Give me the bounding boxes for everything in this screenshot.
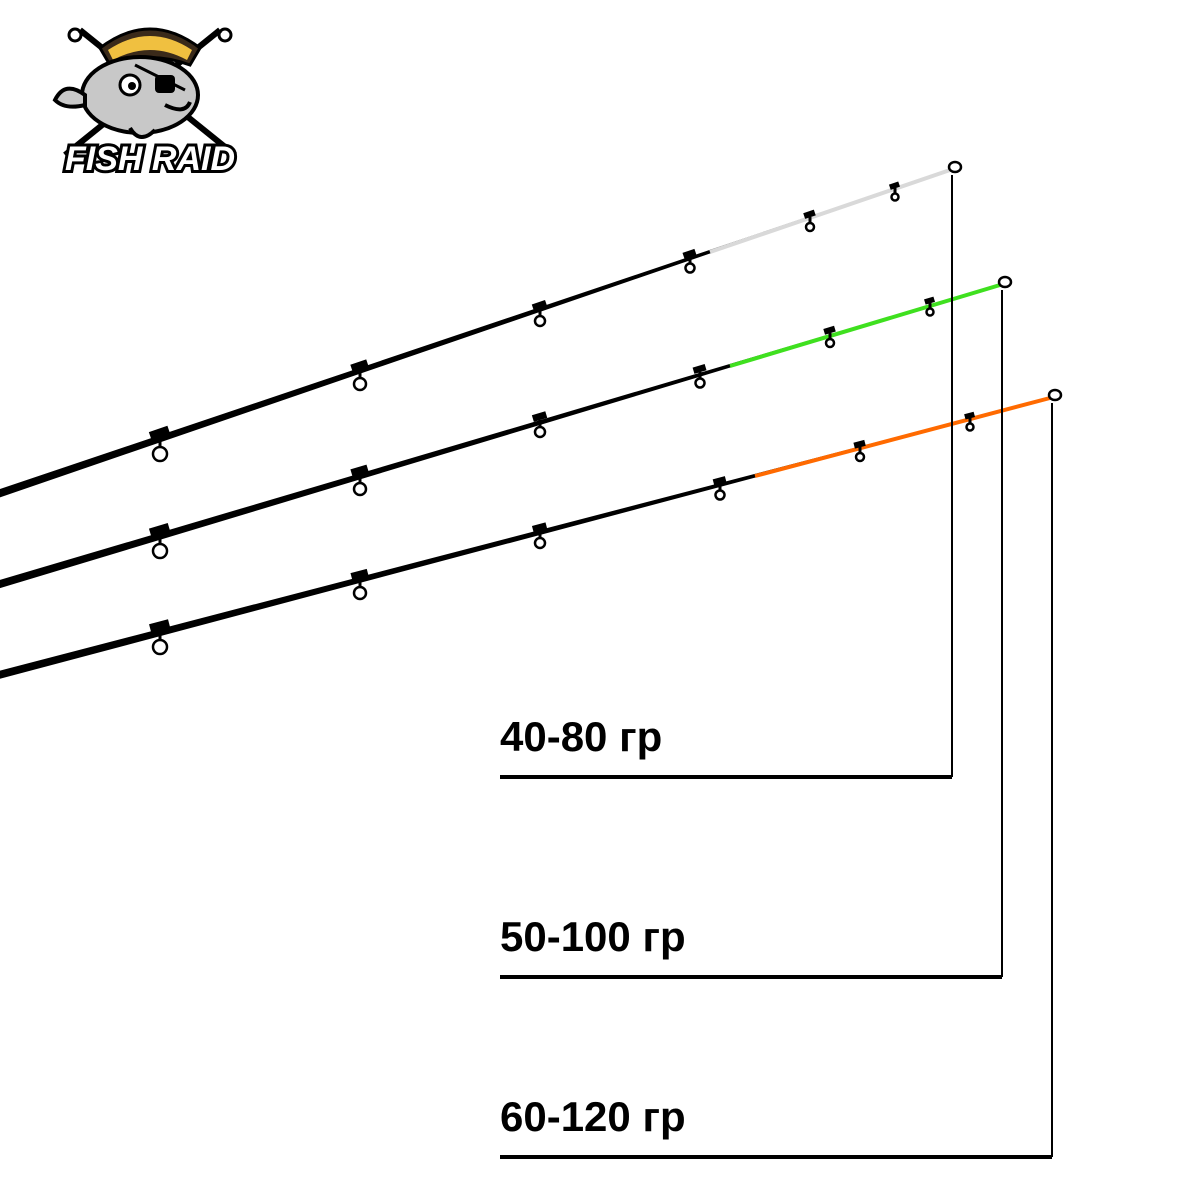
rod-2-guide-2 xyxy=(535,538,545,548)
rod-0-guide-5 xyxy=(892,194,899,201)
rod-2-tip-eyelet xyxy=(1049,390,1061,400)
rod-1-tip xyxy=(730,285,1000,366)
rod-2-guide-4 xyxy=(856,453,864,461)
rod-1-guide-0 xyxy=(153,544,167,558)
rod-1-guide-2 xyxy=(535,427,545,437)
rod-0-guide-4 xyxy=(806,223,814,231)
rod-0-guide-0 xyxy=(153,447,167,461)
rod-2-guide-3 xyxy=(716,491,725,500)
rod-1-guide-3 xyxy=(696,379,705,388)
rod-2-guide-5 xyxy=(967,424,974,431)
weight-label-1: 50-100 гр xyxy=(500,913,686,961)
rod-0-guide-2 xyxy=(535,316,545,326)
rod-2-guide-1 xyxy=(354,587,366,599)
rod-2-guide-0 xyxy=(153,640,167,654)
weight-label-2: 60-120 гр xyxy=(500,1093,686,1141)
rod-1-tip-eyelet xyxy=(999,277,1011,287)
weight-label-0: 40-80 гр xyxy=(500,713,662,761)
rod-0-tip-eyelet xyxy=(949,162,961,172)
rod-2-tip xyxy=(755,398,1050,476)
rod-diagram xyxy=(0,0,1200,1200)
rod-0-guide-3 xyxy=(686,264,695,273)
rod-0-tip xyxy=(710,170,950,252)
rod-1-guide-1 xyxy=(354,483,366,495)
rod-1-guide-4 xyxy=(826,339,834,347)
rod-1-guide-5 xyxy=(927,309,934,316)
rod-0-guide-1 xyxy=(354,378,366,390)
